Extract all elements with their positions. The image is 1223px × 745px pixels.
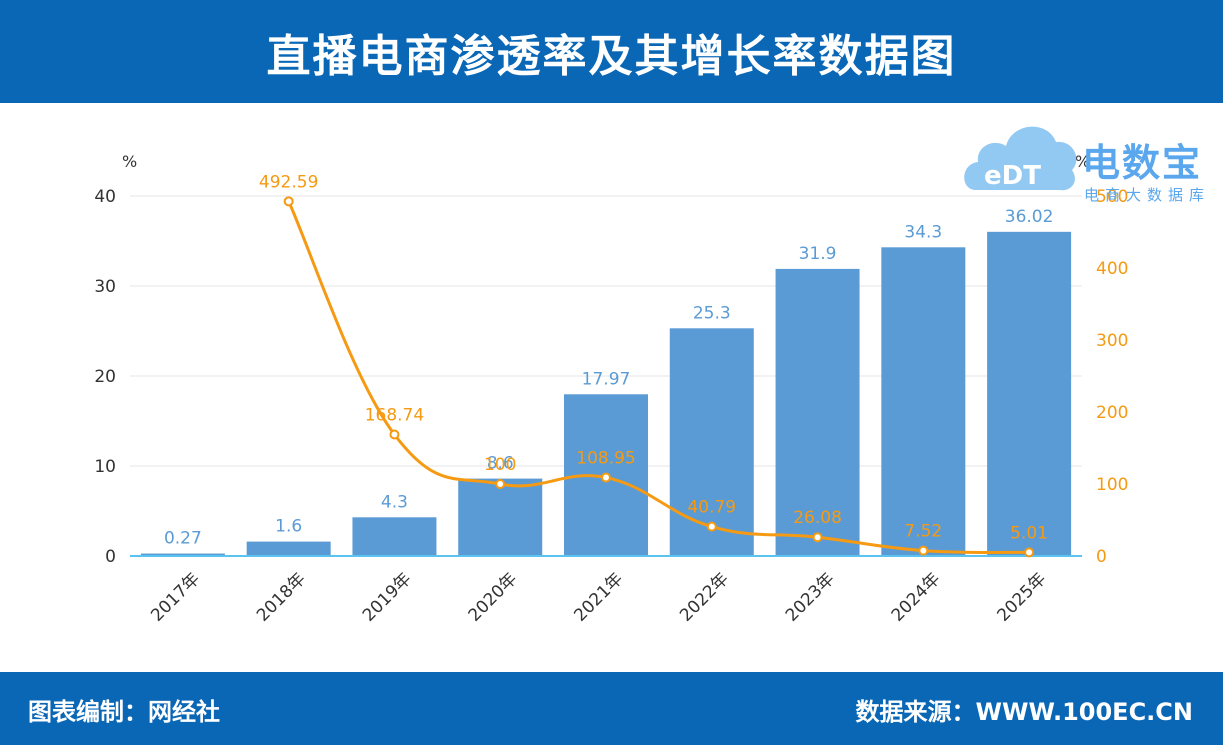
line-data-label: 492.59 (259, 172, 318, 192)
footer-compiler: 图表编制：网经社 (28, 698, 220, 726)
bar-data-label: 34.3 (904, 222, 942, 242)
right-tick-label: 200 (1096, 403, 1128, 423)
bar (140, 553, 225, 556)
header-banner: 直播电商渗透率及其增长率数据图 (0, 0, 1223, 103)
bar (458, 478, 543, 556)
bar-data-label: 25.3 (693, 303, 731, 323)
left-tick-label: 10 (94, 457, 116, 477)
footer-banner: 图表编制：网经社 数据来源：WWW.100EC.CN (0, 672, 1223, 745)
bar-data-label: 17.97 (582, 369, 631, 389)
left-axis-unit: % (122, 152, 137, 171)
left-tick-label: 20 (94, 367, 116, 387)
logo: eDT 电数宝 电商大数据库 (962, 112, 1212, 208)
right-tick-label: 500 (1096, 187, 1128, 207)
left-tick-label: 0 (105, 547, 116, 567)
line-data-label: 40.79 (687, 498, 736, 518)
logo-subtitle: 电商大数据库 (1084, 186, 1211, 204)
line-data-label: 26.08 (793, 508, 842, 528)
right-tick-label: 400 (1096, 259, 1128, 279)
bar-data-label: 8.6 (487, 454, 514, 474)
bar-data-label: 1.6 (275, 517, 302, 537)
x-tick-label: 2022年 (676, 569, 733, 626)
logo-mark-text: eDT (984, 161, 1041, 191)
x-tick-label: 2018年 (253, 569, 310, 626)
x-tick-label: 2023年 (782, 569, 839, 626)
left-tick-label: 30 (94, 277, 116, 297)
x-tick-label: 2020年 (465, 569, 522, 626)
bar-data-label: 36.02 (1005, 207, 1054, 227)
footer-source: 数据来源：WWW.100EC.CN (855, 698, 1194, 726)
line-data-label: 168.74 (365, 406, 424, 426)
bar (669, 328, 754, 556)
line-point (918, 545, 929, 556)
bar-data-label: 0.27 (164, 529, 202, 549)
line-point (1024, 547, 1035, 558)
bar-data-label: 31.9 (799, 244, 837, 264)
page-title: 直播电商渗透率及其增长率数据图 (266, 30, 957, 82)
right-tick-label: 300 (1096, 331, 1128, 351)
line-point (283, 196, 294, 207)
x-tick-label: 2025年 (994, 569, 1051, 626)
x-tick-label: 2017年 (147, 569, 204, 626)
cloud-logo-icon: eDT (964, 126, 1077, 191)
growth-rate-line (287, 200, 1030, 554)
x-tick-label: 2024年 (888, 569, 945, 626)
x-tick-label: 2021年 (570, 569, 627, 626)
line-data-label: 7.52 (904, 522, 942, 542)
right-tick-label: 0 (1096, 547, 1107, 567)
line-data-label: 100 (484, 455, 516, 475)
left-tick-label: 40 (94, 187, 116, 207)
line-point (706, 521, 717, 532)
line-point (389, 429, 400, 440)
logo-brand: 电数宝 (1082, 141, 1203, 185)
bar (352, 517, 437, 556)
line-point (812, 532, 823, 543)
line-point (495, 479, 506, 489)
bar (246, 541, 331, 556)
bar (775, 268, 860, 556)
bar (987, 231, 1072, 556)
bar-data-label: 4.3 (381, 492, 408, 512)
line-data-label: 5.01 (1010, 523, 1048, 543)
line-data-label: 108.95 (576, 449, 635, 469)
bar (881, 247, 966, 557)
right-axis-unit: % (1075, 152, 1090, 171)
x-tick-label: 2019年 (359, 569, 416, 626)
right-tick-label: 100 (1096, 475, 1128, 495)
line-point (601, 472, 611, 483)
